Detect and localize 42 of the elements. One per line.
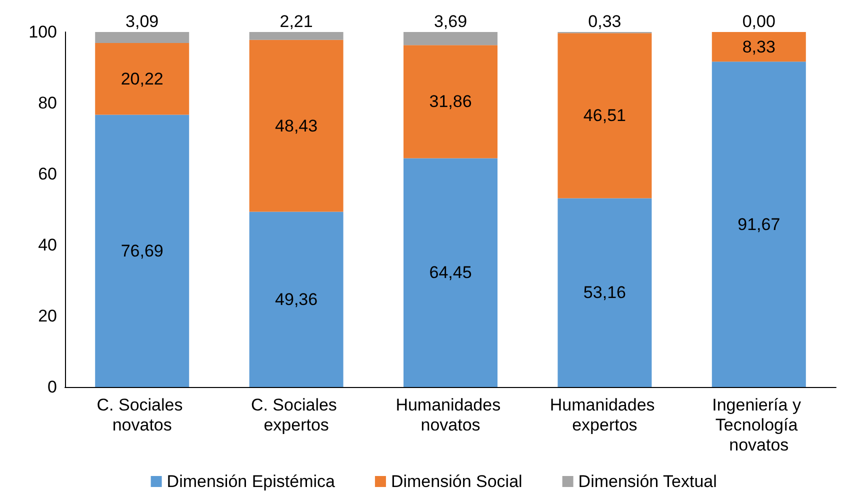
bar xyxy=(249,212,344,387)
y-tick-label: 80 xyxy=(38,94,57,112)
bar xyxy=(712,32,806,62)
data-label: 49,36 xyxy=(275,290,318,309)
bar xyxy=(404,32,498,46)
data-label: 20,22 xyxy=(120,69,164,88)
data-label: 3,09 xyxy=(126,12,159,31)
y-tick-label: 60 xyxy=(38,164,57,184)
legend-label: Dimensión Textual xyxy=(578,472,717,491)
legend-label: Dimensión Social xyxy=(390,472,522,491)
data-label: 8,33 xyxy=(742,37,776,56)
y-tick-label: 20 xyxy=(38,306,57,326)
bar xyxy=(95,42,190,115)
x-tick-label: Humanidades novatos xyxy=(396,396,506,434)
x-tick-label: C. Sociales expertos xyxy=(250,396,342,434)
bar xyxy=(558,198,652,387)
data-label: 76,69 xyxy=(120,241,164,260)
data-label: 64,45 xyxy=(429,263,472,282)
bar xyxy=(95,114,190,387)
bar xyxy=(95,32,190,43)
y-tick-label: 0 xyxy=(48,378,57,396)
bar xyxy=(712,62,806,387)
x-tick-label: C. Sociales novatos xyxy=(96,396,188,434)
y-tick-label: 40 xyxy=(38,236,57,254)
bar xyxy=(558,33,652,198)
bar xyxy=(404,158,498,387)
bar xyxy=(249,32,344,40)
data-label: 53,16 xyxy=(583,283,626,302)
data-label: 0,33 xyxy=(588,12,622,31)
x-tick-label: Humanidades expertos xyxy=(550,396,660,434)
y-tick-label: 100 xyxy=(28,22,57,42)
data-label: 46,51 xyxy=(583,106,626,126)
data-label: 0,00 xyxy=(742,12,776,31)
x-tick-label: Ingeniería y Tecnología novatos xyxy=(712,396,806,454)
data-label: 31,86 xyxy=(429,92,472,112)
data-label: 2,21 xyxy=(280,12,313,31)
data-label: 91,67 xyxy=(738,214,780,234)
bar xyxy=(404,45,498,158)
bar xyxy=(249,40,344,212)
data-label: 48,43 xyxy=(275,116,318,136)
legend-label: Dimensión Epistémica xyxy=(166,472,336,491)
data-label: 3,69 xyxy=(434,12,468,31)
